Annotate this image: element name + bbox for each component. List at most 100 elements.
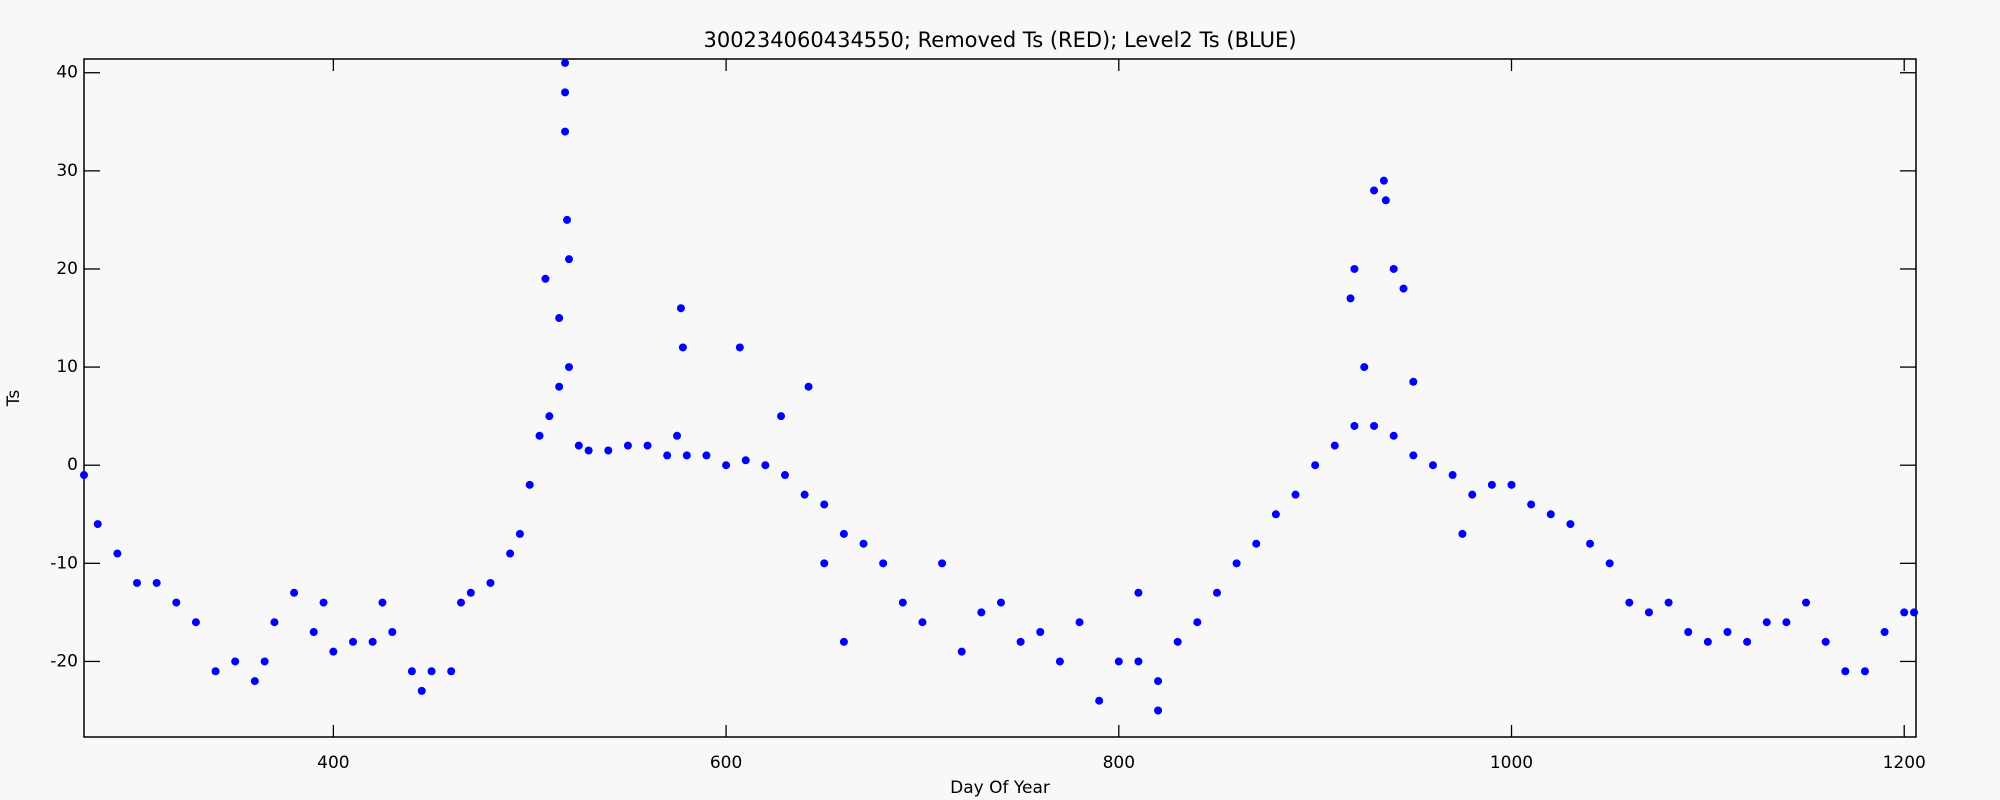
point [678,343,687,352]
point [800,490,809,499]
point [1389,431,1398,440]
point [804,382,813,391]
point [329,647,338,656]
point [1232,559,1241,568]
point [535,431,544,440]
point [1782,618,1791,627]
point [309,628,318,637]
point [1252,539,1261,548]
point [1458,529,1467,538]
point [447,667,456,676]
point [1625,598,1634,607]
point [1409,377,1418,386]
x-tick-label: 400 [317,753,349,773]
point [466,588,475,597]
y-tick-label: 20 [56,259,78,279]
point [1075,618,1084,627]
point [564,363,573,372]
point [1134,657,1143,666]
point [839,529,848,538]
point [427,667,436,676]
point [417,686,426,695]
plot-frame [83,58,1917,738]
point [1311,461,1320,470]
point [1428,461,1437,470]
point [1468,490,1477,499]
point [388,628,397,637]
point [859,539,868,548]
y-tick-label: -20 [50,651,78,671]
point [1507,480,1516,489]
chart-title: 300234060434550; Removed Ts (RED); Level… [703,28,1296,52]
point [735,343,744,352]
point [938,559,947,568]
point [1762,618,1771,627]
point [260,657,269,666]
point [672,431,681,440]
point [555,382,564,391]
point [1016,637,1025,646]
point [1360,363,1369,372]
y-tick-label: 40 [56,63,78,83]
point [349,637,358,646]
point [319,598,328,607]
point [1330,441,1339,450]
point [702,451,711,460]
point [231,657,240,666]
point [561,88,570,97]
point [1684,628,1693,637]
point [1036,628,1045,637]
point [1860,667,1869,676]
point [1880,628,1889,637]
point [820,500,829,509]
point [1605,559,1614,568]
point [1154,677,1163,686]
point [676,304,685,313]
point [1350,264,1359,273]
point [270,618,279,627]
x-tick-label: 800 [1103,753,1135,773]
point [1910,608,1919,617]
point [777,412,786,421]
point [1271,510,1280,519]
point [561,127,570,136]
point [1350,421,1359,430]
x-tick-label: 1000 [1490,753,1533,773]
point [898,598,907,607]
point [1379,176,1388,185]
point [113,549,122,558]
point [211,667,220,676]
x-axis-label: Day Of Year [950,778,1050,798]
point [1723,628,1732,637]
point [152,578,161,587]
point [918,618,927,627]
point [191,618,200,627]
point [820,559,829,568]
point [486,578,495,587]
y-tick-label: 30 [56,161,78,181]
point [250,677,259,686]
point [780,471,789,480]
point [741,456,750,465]
point [839,637,848,646]
point [93,520,102,529]
point [290,588,299,597]
point [1193,618,1202,627]
point [1487,480,1496,489]
point [1743,637,1752,646]
point [1212,588,1221,597]
point [1346,294,1355,303]
point [1586,539,1595,548]
point [561,58,570,67]
point [541,274,550,283]
point [574,441,583,450]
point [1703,637,1712,646]
point [879,559,888,568]
point [1134,588,1143,597]
point [1644,608,1653,617]
point [643,441,652,450]
y-tick-label: 10 [56,357,78,377]
point [525,480,534,489]
y-tick-label: 0 [67,455,78,475]
